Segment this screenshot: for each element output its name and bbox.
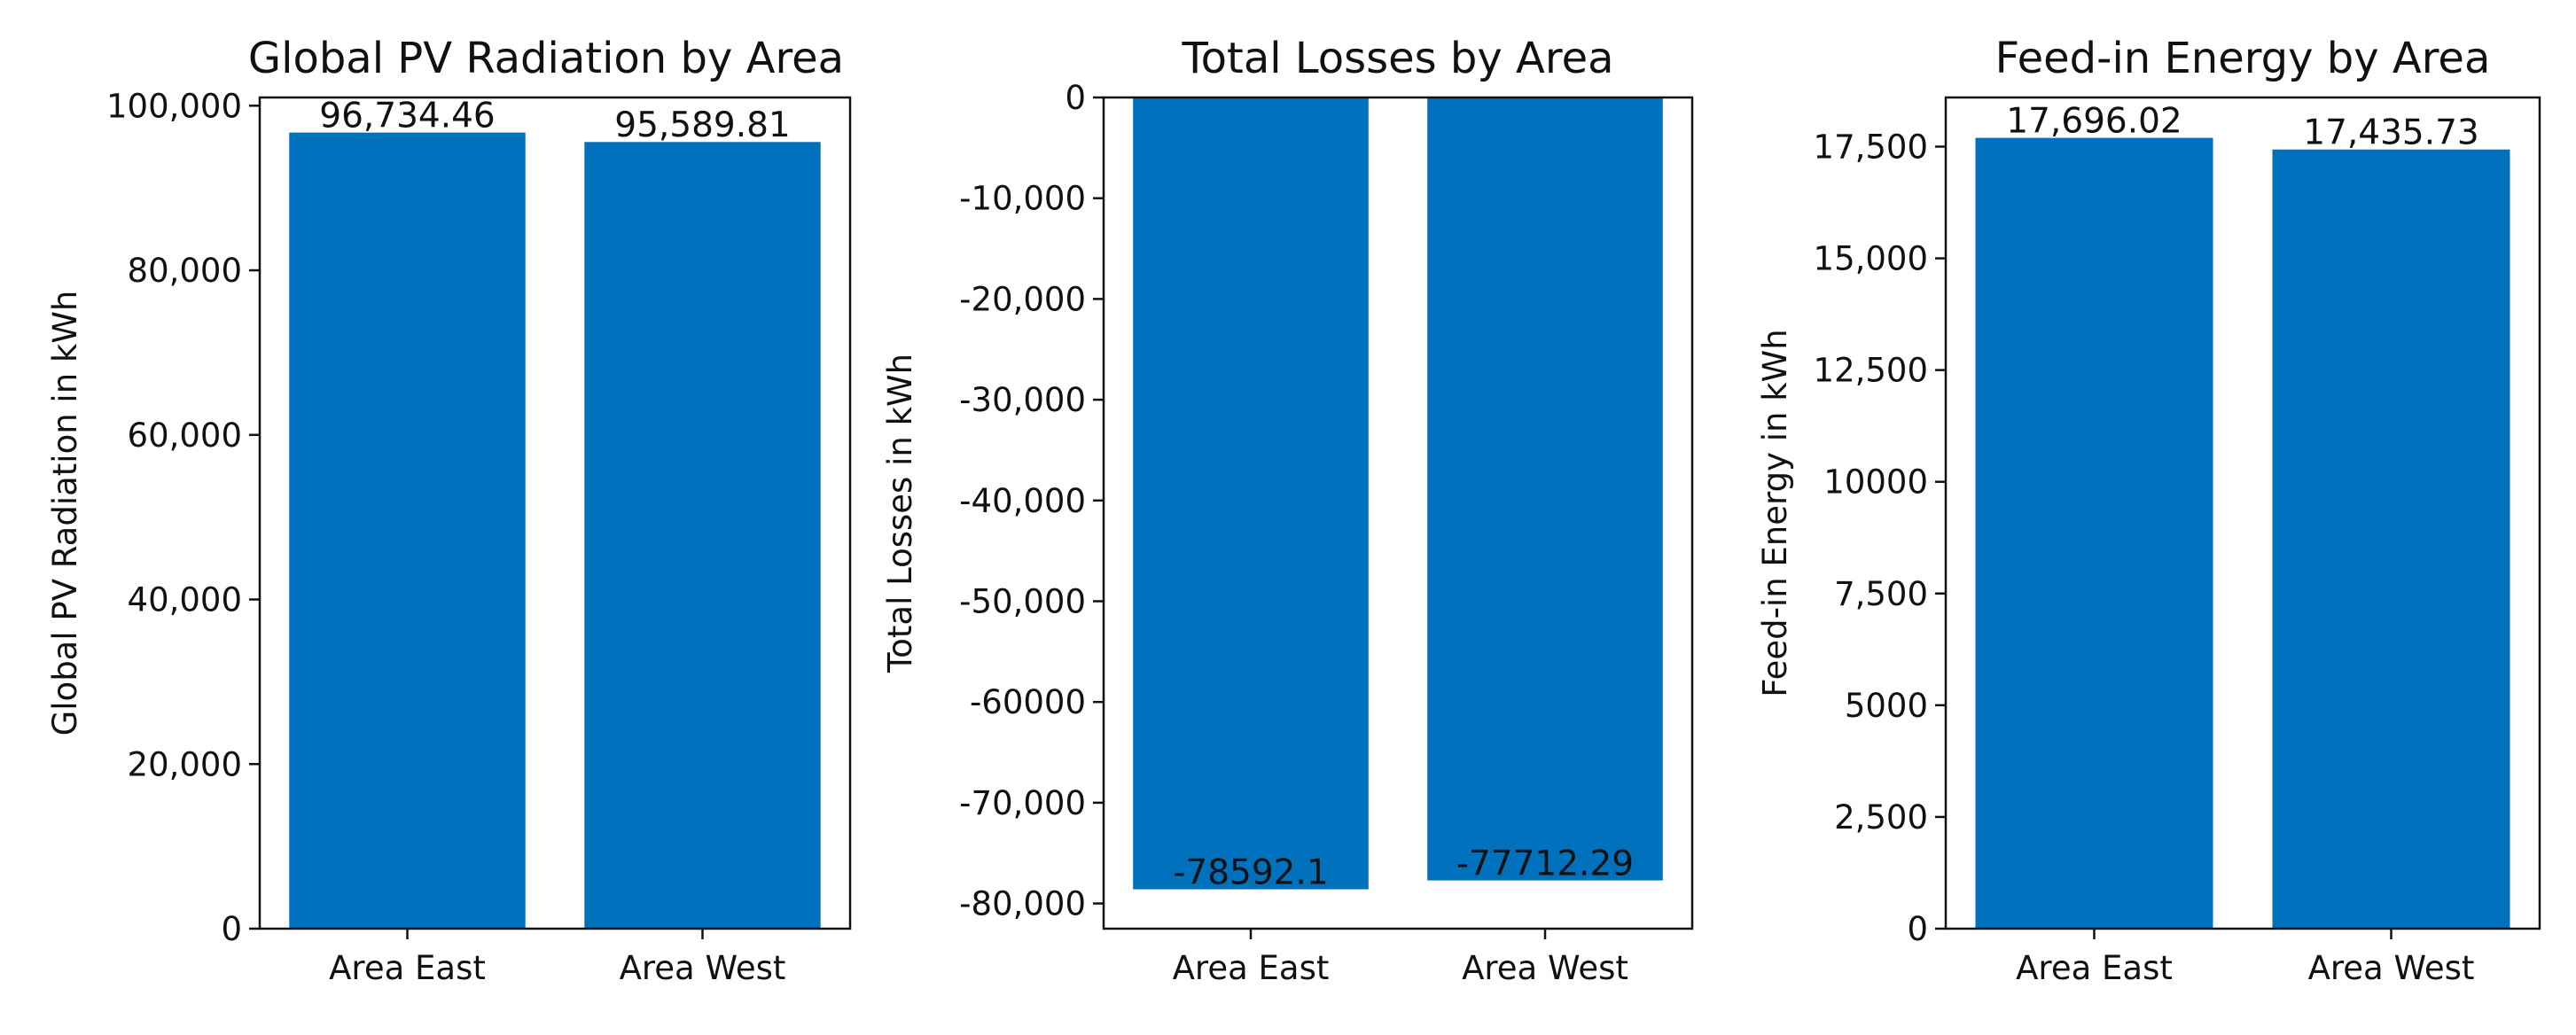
data-label: -78592.1: [1173, 853, 1328, 893]
data-labels: -78592.1 -77712.29: [1173, 844, 1634, 893]
y-tick-label: -30,000: [959, 381, 1086, 419]
bars: [1133, 97, 1663, 890]
chart-title: Global PV Radiation by Area: [248, 34, 844, 83]
data-label: -77712.29: [1456, 844, 1634, 884]
bar-area-east: [1975, 137, 2213, 929]
x-tick-label: Area East: [2016, 949, 2173, 987]
bar-area-east: [1133, 97, 1369, 890]
y-tick-label: 20,000: [128, 745, 242, 783]
y-tick-label: 7,500: [1834, 575, 1928, 613]
bar-area-east: [289, 132, 526, 929]
y-tick-label: -70,000: [959, 784, 1086, 822]
y-tick-label: -80,000: [959, 885, 1086, 923]
plot-frame: [1944, 96, 2541, 930]
y-tick-label: -60000: [970, 683, 1086, 721]
x-ticks: Area East Area West: [1173, 929, 1628, 987]
data-labels: 96,734.46 95,589.81: [319, 97, 791, 146]
y-ticks: 0 2,500 5000 7,500 10000 12,500 15,000 17,500: [1814, 128, 1946, 948]
y-ticks: 0 20,000 40,000 60,000 80,000 100,000: [106, 87, 260, 948]
x-tick-label: Area West: [1462, 949, 1628, 987]
bar-area-west: [584, 142, 821, 930]
y-tick-label: 15,000: [1814, 240, 1928, 278]
y-tick-label: -40,000: [959, 482, 1086, 520]
y-axis-label: Global PV Radiation in kWh: [46, 291, 84, 736]
bars: [1975, 137, 2510, 930]
bar-area-west: [1427, 97, 1663, 881]
y-axis-label: Feed-in Energy in kWh: [1756, 329, 1794, 696]
y-ticks: 0 -10,000 -20,000 -30,000 -40,000 -50,000 -600…: [959, 79, 1104, 923]
plot-frame: [1102, 96, 1694, 930]
y-tick-label: 100,000: [106, 87, 242, 125]
y-tick-label: 0: [1907, 910, 1928, 948]
chart-title: Feed-in Energy by Area: [1995, 34, 2491, 83]
y-tick-label: 10000: [1823, 463, 1928, 502]
y-tick-label: 2,500: [1834, 798, 1928, 837]
x-ticks: Area East Area West: [329, 929, 785, 987]
chart-total-losses: Total Losses by Area Total Losses in kWh…: [881, 34, 1694, 987]
data-label: 17,435.73: [2303, 113, 2479, 153]
y-tick-label: 5000: [1845, 687, 1928, 725]
x-tick-label: Area East: [329, 949, 486, 987]
y-tick-label: -20,000: [959, 280, 1086, 318]
chart-global-pv-radiation: Global PV Radiation by Area Global PV Ra…: [46, 34, 852, 987]
y-tick-label: 80,000: [128, 252, 242, 290]
plot-frame: [258, 96, 852, 930]
x-tick-label: Area East: [1173, 949, 1330, 987]
bars: [289, 132, 821, 930]
y-tick-label: 12,500: [1814, 352, 1928, 390]
data-label: 96,734.46: [319, 97, 496, 136]
bar-area-west: [2272, 149, 2510, 930]
y-axis-label: Total Losses in kWh: [881, 354, 919, 673]
chart-feed-in-energy: Feed-in Energy by Area Feed-in Energy in…: [1756, 34, 2541, 987]
chart-title: Total Losses by Area: [1181, 34, 1613, 83]
y-tick-label: 60,000: [128, 416, 242, 455]
data-label: 17,696.02: [2006, 102, 2182, 142]
y-tick-label: -10,000: [959, 180, 1086, 218]
y-tick-label: 0: [1065, 79, 1086, 117]
y-tick-label: -50,000: [959, 582, 1086, 620]
data-label: 95,589.81: [614, 105, 791, 145]
x-tick-label: Area West: [2308, 949, 2475, 987]
x-tick-label: Area West: [620, 949, 786, 987]
y-tick-label: 40,000: [128, 581, 242, 619]
y-tick-label: 17,500: [1814, 128, 1928, 166]
data-labels: 17,696.02 17,435.73: [2006, 102, 2479, 153]
x-ticks: Area East Area West: [2016, 929, 2474, 987]
y-tick-label: 0: [221, 910, 242, 948]
